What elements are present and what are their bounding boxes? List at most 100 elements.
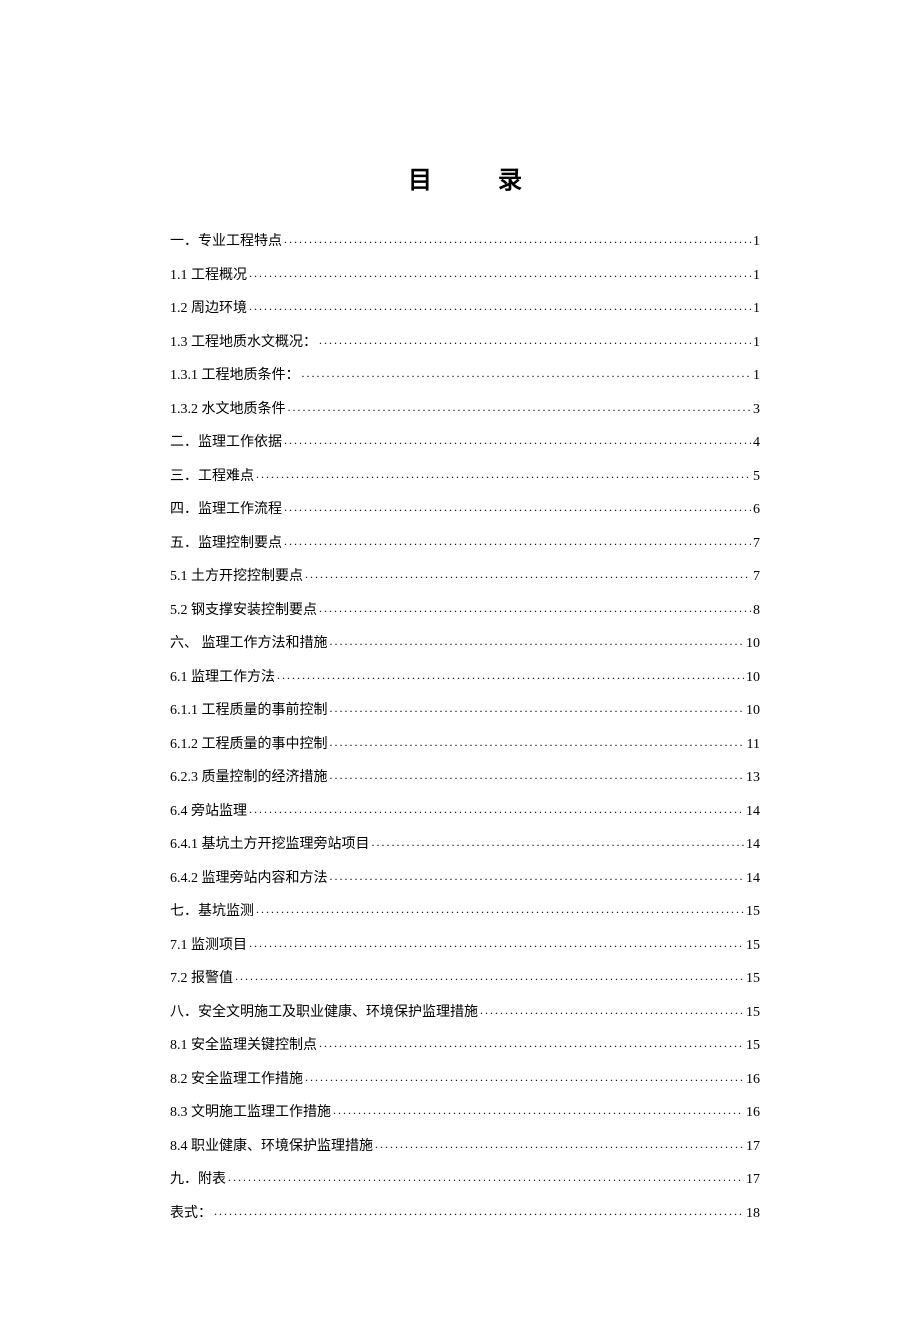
toc-entry-label: 1.2 周边环境 (170, 302, 247, 316)
toc-entry: 九．附表17 (170, 1171, 760, 1187)
toc-leader-dots (333, 1104, 744, 1116)
toc-entry-page: 14 (746, 805, 760, 819)
toc-entry-label: 5.2 钢支撑安装控制要点 (170, 604, 317, 618)
toc-entry: 6.4.1 基坑土方开挖监理旁站项目 14 (170, 836, 760, 852)
toc-leader-dots (319, 334, 751, 346)
toc-leader-dots (249, 803, 744, 815)
toc-entry-page: 17 (746, 1140, 760, 1154)
toc-entry-page: 15 (746, 939, 760, 953)
toc-leader-dots (319, 602, 751, 614)
toc-entry-label: 四．监理工作流程 (170, 503, 282, 517)
toc-entry: 7.2 报警值 15 (170, 970, 760, 986)
toc-leader-dots (249, 267, 751, 279)
toc-entry-label: 二．监理工作依据 (170, 436, 282, 450)
toc-entry: 1.3.1 工程地质条件： 1 (170, 367, 760, 383)
toc-entry-page: 18 (746, 1207, 760, 1221)
toc-leader-dots (284, 434, 751, 446)
toc-leader-dots (228, 1171, 744, 1183)
toc-leader-dots (330, 635, 745, 647)
toc-entry-label: 6.1 监理工作方法 (170, 671, 275, 685)
toc-entry: 8.4 职业健康、环境保护监理措施 17 (170, 1138, 760, 1154)
toc-entry-page: 11 (747, 738, 760, 752)
toc-entry-label: 5.1 土方开挖控制要点 (170, 570, 303, 584)
toc-entry: 6.4 旁站监理 14 (170, 803, 760, 819)
toc-leader-dots (480, 1004, 744, 1016)
toc-entry-label: 六、 监理工作方法和措施 (170, 637, 328, 651)
toc-entry: 5.2 钢支撑安装控制要点 8 (170, 602, 760, 618)
toc-leader-dots (284, 233, 751, 245)
toc-entry-page: 15 (746, 905, 760, 919)
toc-entry: 一．专业工程特点 1 (170, 233, 760, 249)
toc-leader-dots (214, 1205, 744, 1217)
toc-entry-page: 7 (753, 537, 760, 551)
toc-leader-dots (249, 937, 744, 949)
toc-entry-label: 五．监理控制要点 (170, 537, 282, 551)
toc-entry-page: 16 (746, 1073, 760, 1087)
toc-entry: 八．安全文明施工及职业健康、环境保护监理措施15 (170, 1004, 760, 1020)
toc-entry-page: 14 (746, 838, 760, 852)
toc-leader-dots (330, 769, 745, 781)
toc-entry-label: 八．安全文明施工及职业健康、环境保护监理措施 (170, 1006, 478, 1020)
toc-entry-label: 7.2 报警值 (170, 972, 233, 986)
toc-entry: 1.2 周边环境 1 (170, 300, 760, 316)
toc-entry-page: 6 (753, 503, 760, 517)
toc-entry: 六、 监理工作方法和措施 10 (170, 635, 760, 651)
toc-leader-dots (330, 736, 745, 748)
toc-leader-dots (375, 1138, 744, 1150)
toc-entry-label: 表式： (170, 1207, 212, 1221)
toc-entry-page: 4 (753, 436, 760, 450)
toc-entry-label: 6.1.1 工程质量的事前控制 (170, 704, 328, 718)
toc-leader-dots (288, 401, 752, 413)
toc-entry: 五．监理控制要点 7 (170, 535, 760, 551)
toc-entry-label: 一．专业工程特点 (170, 235, 282, 249)
toc-entry-page: 1 (753, 369, 760, 383)
toc-entry-page: 3 (753, 403, 760, 417)
toc-entry-label: 6.4.1 基坑土方开挖监理旁站项目 (170, 838, 370, 852)
toc-entry-page: 15 (746, 972, 760, 986)
toc-entry-label: 6.4 旁站监理 (170, 805, 247, 819)
toc-entry: 6.2.3 质量控制的经济措施13 (170, 769, 760, 785)
toc-entry-label: 1.3.1 工程地质条件： (170, 369, 300, 383)
toc-entry-label: 8.4 职业健康、环境保护监理措施 (170, 1140, 373, 1154)
toc-entry-label: 七．基坑监测 (170, 905, 254, 919)
toc-entry-label: 8.1 安全监理关键控制点 (170, 1039, 317, 1053)
toc-entry: 三．工程难点 5 (170, 468, 760, 484)
toc-entry: 6.1 监理工作方法 10 (170, 669, 760, 685)
toc-entry: 7.1 监测项目 15 (170, 937, 760, 953)
toc-entry-label: 1.3 工程地质水文概况： (170, 336, 317, 350)
toc-entry-label: 1.1 工程概况 (170, 269, 247, 283)
toc-entry-label: 1.3.2 水文地质条件 (170, 403, 286, 417)
toc-entry-label: 8.3 文明施工监理工作措施 (170, 1106, 331, 1120)
toc-leader-dots (305, 1071, 744, 1083)
toc-leader-dots (284, 501, 751, 513)
toc-entry: 1.3 工程地质水文概况：1 (170, 334, 760, 350)
toc-leader-dots (372, 836, 745, 848)
toc-entry-page: 15 (746, 1039, 760, 1053)
toc-title: 目 录 (170, 160, 760, 195)
toc-entry-page: 14 (746, 872, 760, 886)
toc-leader-dots (305, 568, 751, 580)
toc-entry: 8.2 安全监理工作措施16 (170, 1071, 760, 1087)
toc-entry-label: 7.1 监测项目 (170, 939, 247, 953)
toc-entry-page: 16 (746, 1106, 760, 1120)
toc-entry-page: 5 (753, 470, 760, 484)
toc-entry-page: 1 (753, 302, 760, 316)
toc-leader-dots (302, 367, 752, 379)
toc-entry-page: 7 (753, 570, 760, 584)
toc-leader-dots (249, 300, 751, 312)
toc-entry: 二．监理工作依据 4 (170, 434, 760, 450)
toc-leader-dots (277, 669, 744, 681)
toc-entry-label: 九．附表 (170, 1173, 226, 1187)
toc-entry: 6.1.2 工程质量的事中控制11 (170, 736, 760, 752)
toc-leader-dots (284, 535, 751, 547)
toc-entry-label: 三．工程难点 (170, 470, 254, 484)
toc-entry-page: 10 (746, 671, 760, 685)
toc-entry-label: 6.2.3 质量控制的经济措施 (170, 771, 328, 785)
toc-entry: 6.1.1 工程质量的事前控制10 (170, 702, 760, 718)
toc-entry-page: 8 (753, 604, 760, 618)
toc-entry: 1.1 工程概况1 (170, 267, 760, 283)
toc-entry: 表式： 18 (170, 1205, 760, 1221)
toc-entry-page: 10 (746, 637, 760, 651)
toc-entry: 8.3 文明施工监理工作措施 16 (170, 1104, 760, 1120)
toc-entry-page: 1 (753, 235, 760, 249)
